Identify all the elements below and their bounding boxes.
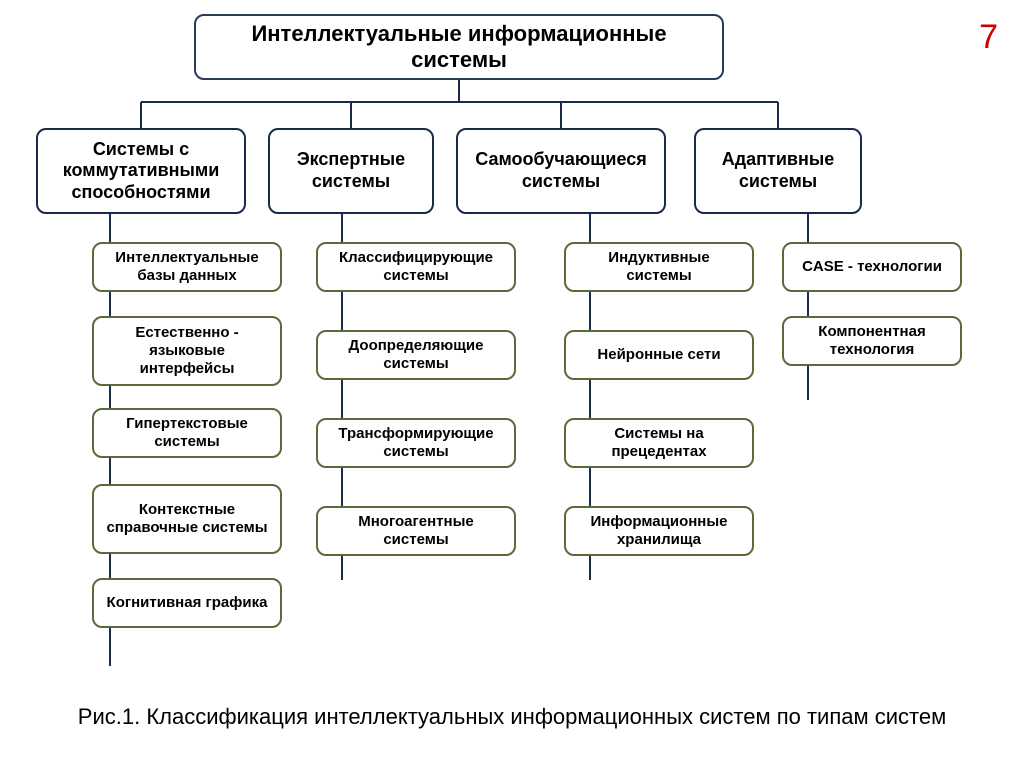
leaf-node-selflearning-0: Индуктивные системы [564,242,754,292]
leaf-node-commutative-3: Контекстные справочные системы [92,484,282,554]
leaf-node-commutative-1: Естественно - языковые интерфейсы [92,316,282,386]
leaf-node-expert-2: Трансформирующие системы [316,418,516,468]
leaf-node-selflearning-2: Системы на прецедентах [564,418,754,468]
leaf-node-commutative-2: Гипертекстовые системы [92,408,282,458]
leaf-node-expert-3: Многоагентные системы [316,506,516,556]
branch-node-expert: Экспертные системы [268,128,434,214]
leaf-node-expert-1: Доопределяющие системы [316,330,516,380]
branch-node-selflearning: Самообучающиеся системы [456,128,666,214]
leaf-node-adaptive-0: CASE - технологии [782,242,962,292]
leaf-node-selflearning-1: Нейронные сети [564,330,754,380]
leaf-node-expert-0: Классифицирующие системы [316,242,516,292]
branch-node-commutative: Системы с коммутативными способностями [36,128,246,214]
figure-caption: Рис.1. Классификация интеллектуальных ин… [0,704,1024,730]
leaf-node-commutative-4: Когнитивная графика [92,578,282,628]
branch-node-adaptive: Адаптивные системы [694,128,862,214]
leaf-node-adaptive-1: Компонентная технология [782,316,962,366]
leaf-node-commutative-0: Интеллектуальные базы данных [92,242,282,292]
page-number: 7 [979,18,998,57]
leaf-node-selflearning-3: Информационные хранилища [564,506,754,556]
root-node: Интеллектуальные информационные системы [194,14,724,80]
